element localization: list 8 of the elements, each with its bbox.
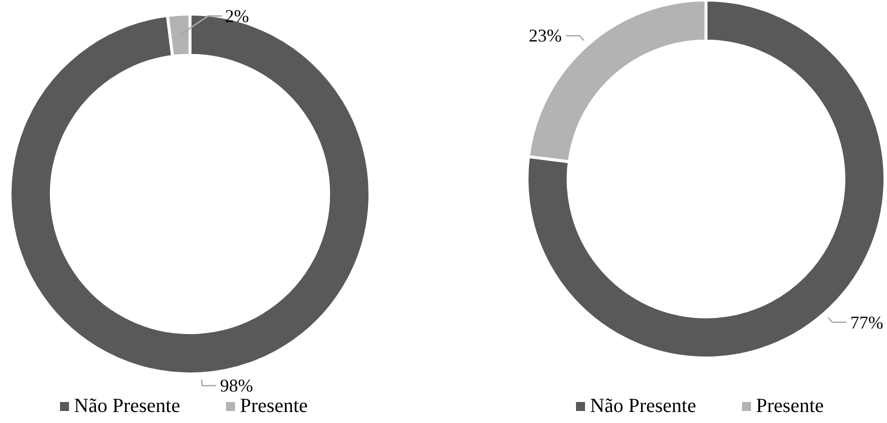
legend-label: Presente <box>240 395 308 417</box>
data-label: 23% <box>528 26 562 46</box>
data-label: 77% <box>850 312 884 332</box>
legend-label: Não Presente <box>590 395 696 417</box>
data-label: 2% <box>225 6 249 26</box>
data-label: 98% <box>220 376 254 396</box>
legend-label: Presente <box>756 395 824 417</box>
legend-label: Não Presente <box>74 395 180 417</box>
